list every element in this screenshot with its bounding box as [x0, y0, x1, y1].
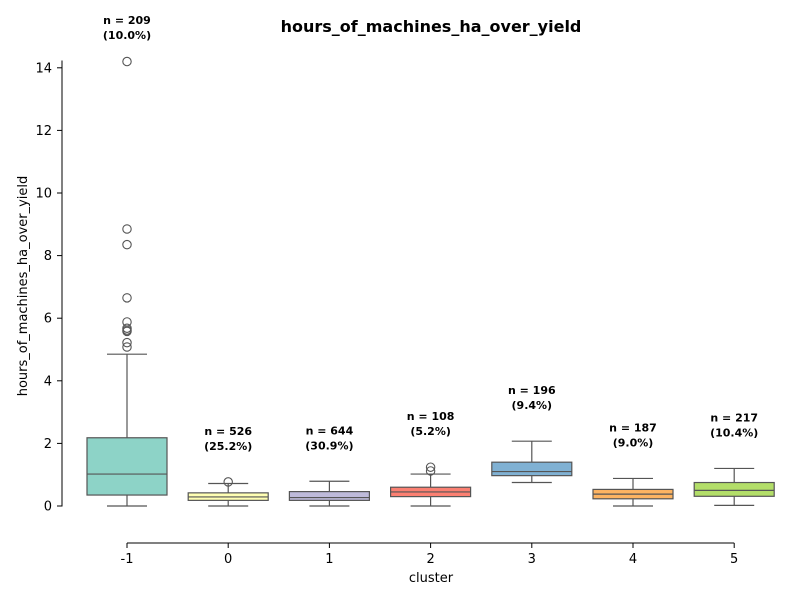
iqr-box: [288, 491, 370, 501]
count-label: (9.0%): [613, 436, 654, 449]
outlier-point: [122, 293, 132, 303]
y-tick-label: 4: [44, 374, 52, 389]
count-label: n = 217: [710, 411, 758, 424]
y-axis-title: hours_of_machines_ha_over_yield: [16, 176, 31, 397]
y-tick-label: 8: [44, 249, 52, 264]
y-tick-label: 2: [44, 437, 52, 452]
x-axis-title: cluster: [409, 571, 454, 586]
outlier-point: [223, 477, 233, 487]
outlier-point: [122, 342, 132, 352]
x-tick-label: 5: [730, 552, 738, 567]
box-0: [187, 477, 269, 507]
count-labels-group: n = 209 (10.0%) n = 526 (25.2%) n = 644 (30.9…: [103, 14, 758, 453]
x-tick-label: 3: [528, 552, 536, 567]
count-label: n = 644: [306, 424, 354, 437]
iqr-box: [86, 437, 168, 496]
y-tick-label: 0: [44, 500, 52, 515]
count-label: n = 108: [407, 410, 455, 423]
box-1: [288, 480, 370, 507]
y-tick-label: 12: [35, 124, 52, 139]
count-label: n = 196: [508, 384, 556, 397]
outlier-point: [122, 239, 132, 250]
outlier-point: [122, 224, 132, 234]
x-tick-label: 2: [426, 552, 434, 567]
outlier-point: [122, 56, 132, 67]
y-tick-label: 6: [44, 312, 52, 327]
y-tick-label: 10: [35, 187, 52, 202]
box--1: [86, 56, 168, 507]
boxes-group: [86, 56, 775, 507]
count-label: (30.9%): [305, 439, 353, 452]
count-label: (9.4%): [512, 399, 553, 412]
box-5: [693, 467, 775, 506]
x-tick-label: 4: [629, 552, 637, 567]
x-tick-label: -1: [121, 552, 134, 567]
outlier-point: [122, 317, 132, 327]
count-label: n = 526: [204, 425, 252, 438]
count-label: (5.2%): [410, 425, 451, 438]
outlier-point: [425, 462, 436, 472]
outlier-point: [122, 323, 132, 333]
count-label: n = 209: [103, 14, 151, 27]
count-label: n = 187: [609, 421, 657, 434]
box-4: [592, 477, 674, 507]
iqr-box: [491, 461, 573, 477]
count-label: (25.2%): [204, 440, 252, 453]
iqr-box: [693, 481, 775, 497]
outlier-point: [425, 466, 436, 476]
count-label: (10.4%): [710, 426, 758, 439]
x-tick-label: 1: [325, 552, 333, 567]
box-3: [491, 440, 573, 484]
box-2: [390, 462, 472, 507]
chart-title: hours_of_machines_ha_over_yield: [281, 17, 582, 36]
y-tick-label: 14: [35, 61, 52, 76]
outlier-point: [122, 337, 132, 348]
count-label: (10.0%): [103, 29, 151, 42]
x-tick-label: 0: [224, 552, 232, 567]
